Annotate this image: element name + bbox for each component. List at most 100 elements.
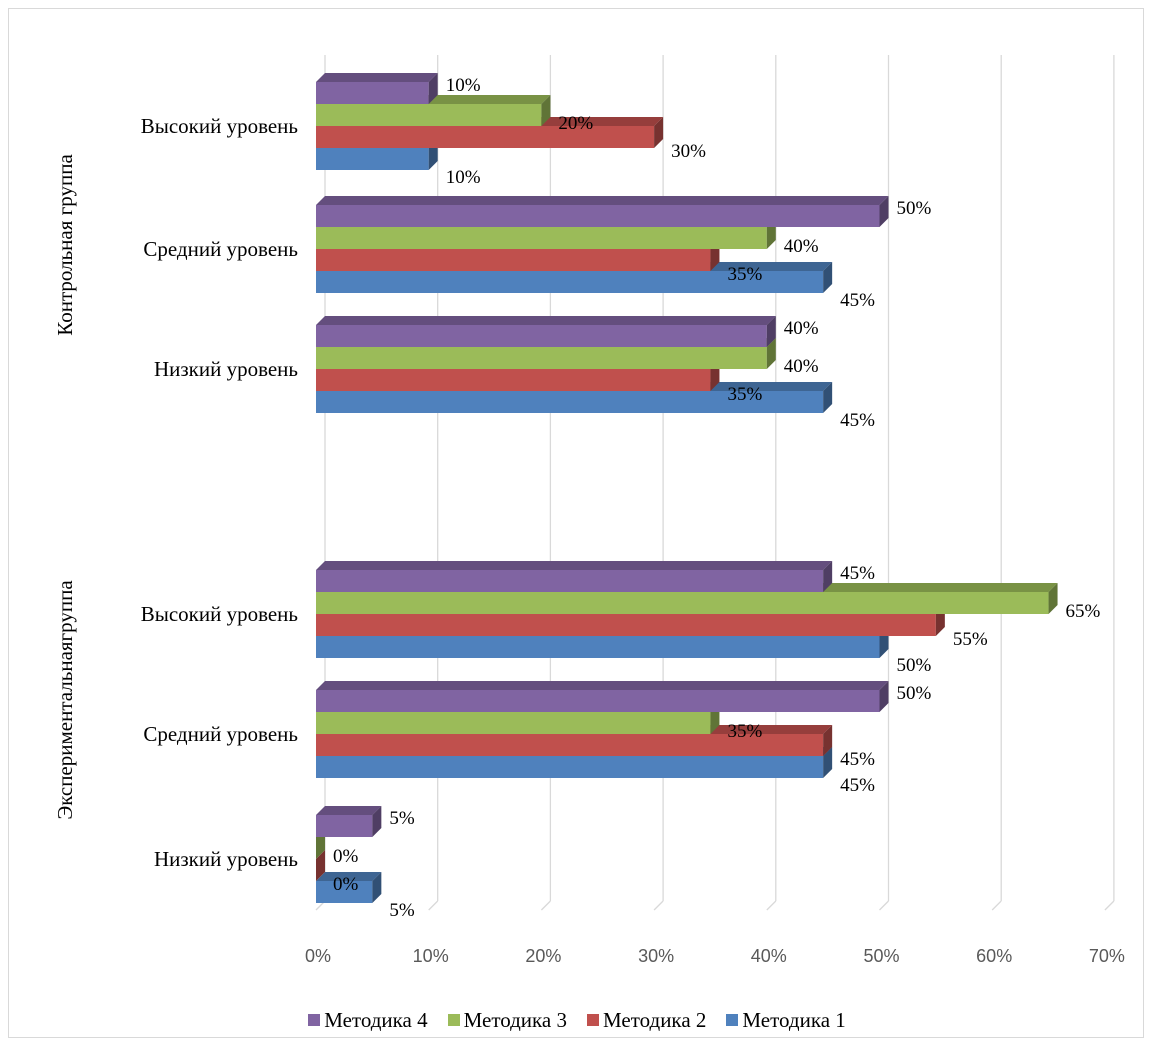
bar [316, 806, 382, 837]
gridline-base [879, 900, 889, 911]
x-tick-label: 50% [863, 946, 899, 966]
legend-swatch [447, 1014, 460, 1026]
gridline-base [428, 900, 439, 911]
data-label: 45% [840, 290, 875, 311]
data-label: 65% [1066, 601, 1101, 622]
legend-label: Методика 4 [324, 1007, 428, 1032]
bar-front [316, 592, 1049, 614]
bar-front [316, 391, 824, 413]
bar [316, 872, 382, 903]
chart-legend: Методика 4 Методика 3 Методика 2 Методика 1 [0, 1003, 1154, 1037]
data-label: 20% [558, 113, 593, 134]
bar [316, 850, 325, 881]
data-label: 10% [446, 75, 481, 96]
bar-front [316, 82, 429, 104]
bar-side [316, 850, 325, 881]
bar-side [823, 561, 833, 592]
legend-item: Методика 4 [308, 1007, 428, 1033]
legend-swatch [726, 1014, 739, 1026]
bar-top [316, 806, 382, 815]
x-tick-label: 0% [305, 946, 331, 966]
bar-front [316, 271, 824, 293]
category-label: Низкий уровень [154, 847, 298, 871]
data-label: 0% [333, 874, 359, 895]
legend-label: Методика 3 [463, 1007, 567, 1032]
bar-top [316, 681, 889, 690]
bar-front [316, 734, 824, 756]
bar-side [372, 806, 382, 837]
legend-swatch [587, 1014, 599, 1026]
bar-front [316, 205, 880, 227]
category-label: Высокий уровень [141, 602, 298, 626]
bar [316, 681, 889, 712]
data-label: 40% [784, 356, 819, 377]
bar-front [316, 148, 429, 170]
data-label: 45% [840, 563, 875, 584]
x-tick-label: 30% [638, 946, 674, 966]
group-label: Контрольная группа [53, 154, 77, 336]
bar-side [428, 73, 438, 104]
gridlines [315, 55, 1115, 911]
bar-front [316, 570, 824, 592]
bar-side [823, 725, 833, 756]
bar-front [316, 636, 880, 658]
bar-side [823, 382, 833, 413]
bar-front [316, 815, 373, 837]
data-label: 45% [840, 775, 875, 796]
bar [316, 561, 833, 592]
legend-item: Методика 2 [587, 1008, 706, 1033]
bar-front [316, 325, 767, 347]
data-label: 50% [897, 198, 932, 219]
data-label: 0% [333, 846, 359, 867]
data-label: 40% [784, 318, 819, 339]
bar-side [766, 316, 776, 347]
bar-front [316, 756, 824, 778]
bar-chart: 0% 10% 20% 30% 40% 50% 60% 70% Контрольная групп… [53, 55, 1125, 966]
category-label: Высокий уровень [141, 114, 298, 138]
data-label: 5% [389, 900, 415, 921]
bar-top [316, 73, 438, 82]
data-label: 35% [727, 384, 762, 405]
gridline-base [653, 900, 664, 911]
bar-side [654, 117, 664, 148]
category-label: Средний уровень [143, 237, 298, 261]
x-tick-label: 70% [1089, 946, 1125, 966]
bar-front [316, 712, 711, 734]
bar-front [316, 126, 655, 148]
data-label: 10% [446, 167, 481, 188]
gridline-base [766, 900, 777, 911]
bar-front [316, 881, 373, 903]
bar-front [316, 227, 767, 249]
x-tick-label: 10% [413, 946, 449, 966]
bar-front [316, 104, 542, 126]
data-label: 45% [840, 410, 875, 431]
gridline-base [540, 900, 551, 911]
bar-front [316, 347, 767, 369]
data-label: 35% [727, 721, 762, 742]
bar-side [766, 338, 776, 369]
x-tick-label: 60% [976, 946, 1012, 966]
chart-frame [8, 8, 1144, 1038]
bar-top [316, 872, 382, 881]
data-label: 5% [389, 808, 415, 829]
x-tick-label: 20% [525, 946, 561, 966]
data-label: 50% [897, 683, 932, 704]
x-tick-label: 40% [751, 946, 787, 966]
bar [316, 316, 776, 347]
bar-front [316, 249, 711, 271]
group-label: Экспериментальнаягруппа [53, 580, 77, 820]
data-label: 40% [784, 236, 819, 257]
bar-side [823, 747, 833, 778]
bar-top [316, 196, 889, 205]
bar [316, 73, 438, 104]
bar-side [879, 681, 889, 712]
bar-top [316, 316, 776, 325]
legend-label: Методика 2 [603, 1007, 707, 1032]
bar-front [316, 614, 936, 636]
bar [316, 196, 889, 227]
bar-front [316, 369, 711, 391]
bar-front [316, 690, 880, 712]
bar-side [823, 262, 833, 293]
gridline-base [1104, 900, 1115, 911]
gridline-base [991, 900, 1002, 911]
